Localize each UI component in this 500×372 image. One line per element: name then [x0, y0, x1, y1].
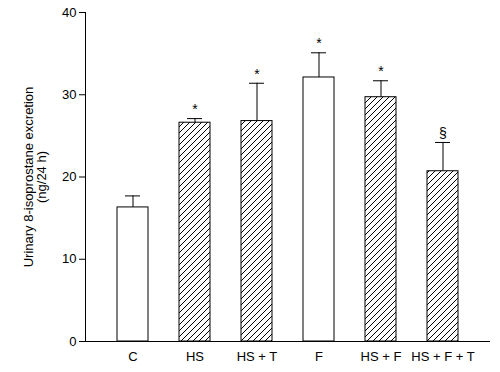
svg-text:40: 40 — [62, 5, 76, 20]
svg-text:Urinary 8-isoprostane excretio: Urinary 8-isoprostane excretion(ng/24 h) — [21, 87, 49, 268]
svg-text:HS + F: HS + F — [361, 349, 402, 364]
svg-text:*: * — [192, 101, 198, 117]
svg-text:*: * — [316, 35, 322, 51]
svg-text:0: 0 — [69, 334, 76, 349]
svg-text:§: § — [439, 125, 447, 141]
svg-text:10: 10 — [62, 251, 76, 266]
svg-text:F: F — [315, 349, 323, 364]
svg-text:HS + T: HS + T — [237, 349, 278, 364]
svg-text:HS + F + T: HS + F + T — [411, 349, 474, 364]
svg-text:20: 20 — [62, 169, 76, 184]
svg-text:C: C — [128, 349, 137, 364]
svg-text:30: 30 — [62, 87, 76, 102]
svg-text:HS: HS — [186, 349, 204, 364]
svg-text:*: * — [378, 63, 384, 79]
svg-text:*: * — [254, 66, 260, 82]
